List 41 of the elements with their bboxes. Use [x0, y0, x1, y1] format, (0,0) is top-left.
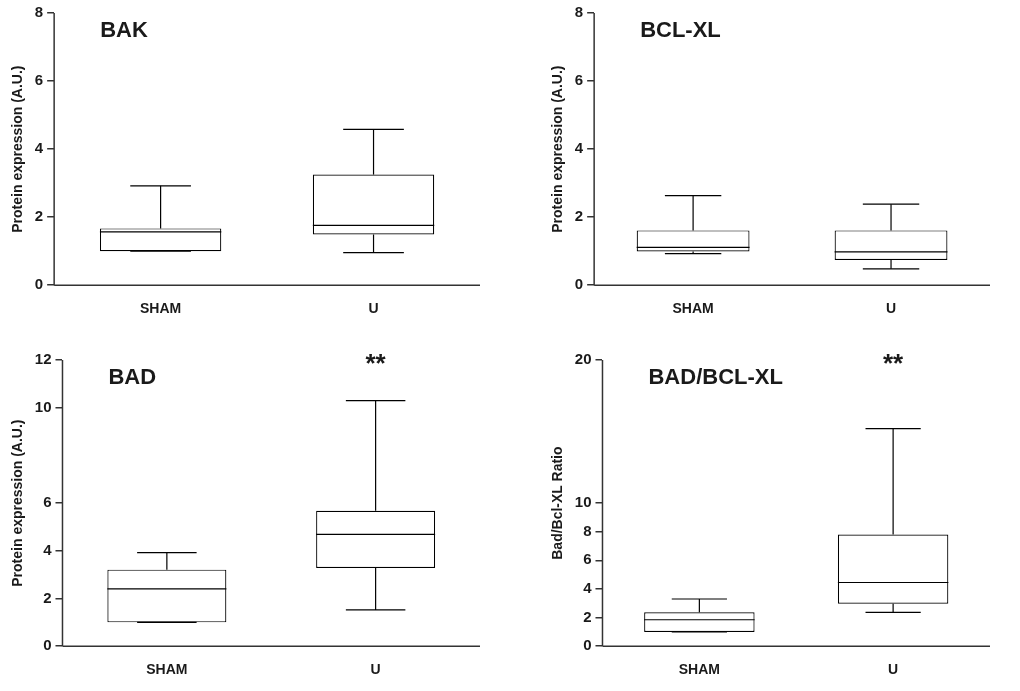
x-tick-label: U: [370, 661, 381, 678]
y-axis-title: Bad/Bcl-XL Ratio: [549, 446, 566, 560]
y-axis-title: Protein expression (A.U.): [9, 65, 26, 233]
x-tick-label: U: [888, 661, 899, 678]
y-tick-label: 0: [43, 636, 52, 654]
chart-title: BAD: [108, 364, 157, 389]
y-axis-title: Protein expression (A.U.): [9, 419, 26, 587]
y-tick-label: 20: [574, 350, 592, 368]
chart-title: BCL-XL: [640, 17, 721, 42]
y-tick-label: 10: [574, 493, 592, 511]
y-tick-label: 8: [34, 3, 44, 21]
y-tick-label: 4: [574, 139, 584, 157]
x-tick-label: SHAM: [678, 661, 720, 678]
x-tick-label: U: [885, 300, 897, 317]
y-tick-label: 4: [43, 540, 53, 558]
y-tick-label: 2: [43, 588, 52, 606]
x-tick-label: U: [368, 300, 379, 317]
y-tick-label: 6: [583, 550, 592, 568]
y-tick-label: 2: [574, 207, 584, 225]
y-tick-label: 6: [43, 493, 52, 511]
x-tick-label: SHAM: [139, 300, 182, 317]
x-tick-label: SHAM: [672, 300, 714, 317]
y-tick-label: 10: [34, 397, 52, 415]
y-tick-label: 6: [574, 71, 584, 89]
y-tick-label: 2: [34, 207, 44, 225]
y-tick-label: 8: [574, 3, 584, 21]
chart-title: BAK: [100, 17, 148, 42]
y-tick-label: 12: [34, 350, 52, 368]
y-tick-label: 0: [583, 636, 592, 654]
y-tick-label: 6: [34, 71, 44, 89]
y-tick-label: 0: [574, 275, 584, 293]
x-tick-label: SHAM: [146, 661, 188, 678]
y-axis-title: Protein expression (A.U.): [549, 65, 566, 233]
y-tick-label: 4: [34, 139, 44, 157]
y-tick-label: 4: [583, 579, 593, 597]
y-tick-label: 0: [34, 275, 44, 293]
chart-title: BAD/BCL-XL: [648, 364, 783, 389]
y-tick-label: 2: [583, 607, 592, 625]
annotation: **: [365, 348, 387, 378]
annotation: **: [883, 348, 905, 378]
y-tick-label: 8: [583, 521, 592, 539]
